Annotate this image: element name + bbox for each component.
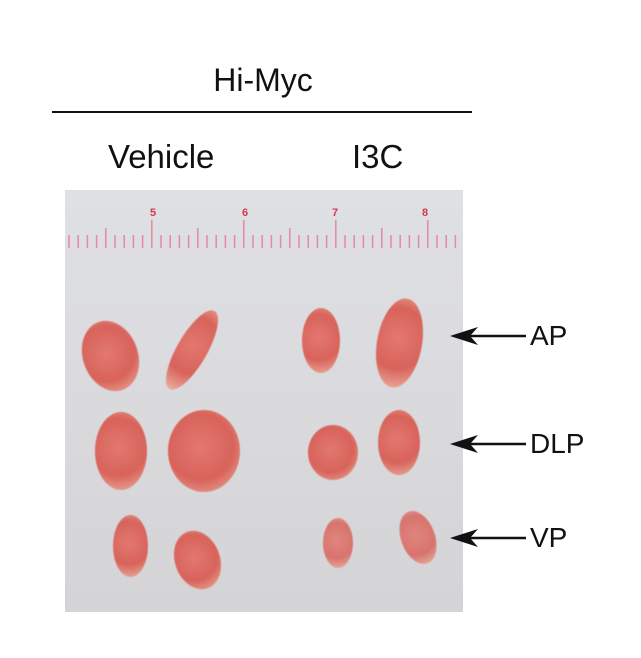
row-label-ap: AP xyxy=(530,320,568,351)
tissue-ap-vehicle-1 xyxy=(72,312,149,400)
row-label-dlp: DLP xyxy=(530,428,585,459)
group-label-vehicle: Vehicle xyxy=(108,138,215,175)
tissue-vp-vehicle-1 xyxy=(113,515,148,577)
ruler-number: 6 xyxy=(242,207,248,219)
ruler-number: 7 xyxy=(332,207,338,219)
tissue-photo: 5 6 7 8 xyxy=(65,190,463,612)
tissue-vp-i3c-2 xyxy=(392,505,444,570)
title-underline xyxy=(52,111,472,113)
tissue-dlp-vehicle-1 xyxy=(95,412,147,490)
ruler: 5 6 7 8 xyxy=(68,207,457,248)
tissue-vp-vehicle-2 xyxy=(166,524,229,596)
arrow-left-icon xyxy=(450,529,526,547)
tissue-ap-i3c-2 xyxy=(369,294,430,392)
group-label-i3c: I3C xyxy=(352,138,404,175)
tissue-dlp-i3c-1 xyxy=(308,425,358,480)
ruler-number: 8 xyxy=(422,207,428,219)
ruler-number: 5 xyxy=(150,207,156,219)
tissue-vp-i3c-1 xyxy=(323,518,353,568)
tissue-ap-vehicle-2 xyxy=(156,303,228,397)
row-label-vp: VP xyxy=(530,522,568,553)
tissue-ap-i3c-1 xyxy=(302,308,340,373)
tissue-dlp-i3c-2 xyxy=(378,410,420,475)
arrow-left-icon xyxy=(450,327,526,345)
figure-title: Hi-Myc xyxy=(213,62,313,98)
tissue-dlp-vehicle-2 xyxy=(168,410,240,492)
arrow-left-icon xyxy=(450,435,526,453)
